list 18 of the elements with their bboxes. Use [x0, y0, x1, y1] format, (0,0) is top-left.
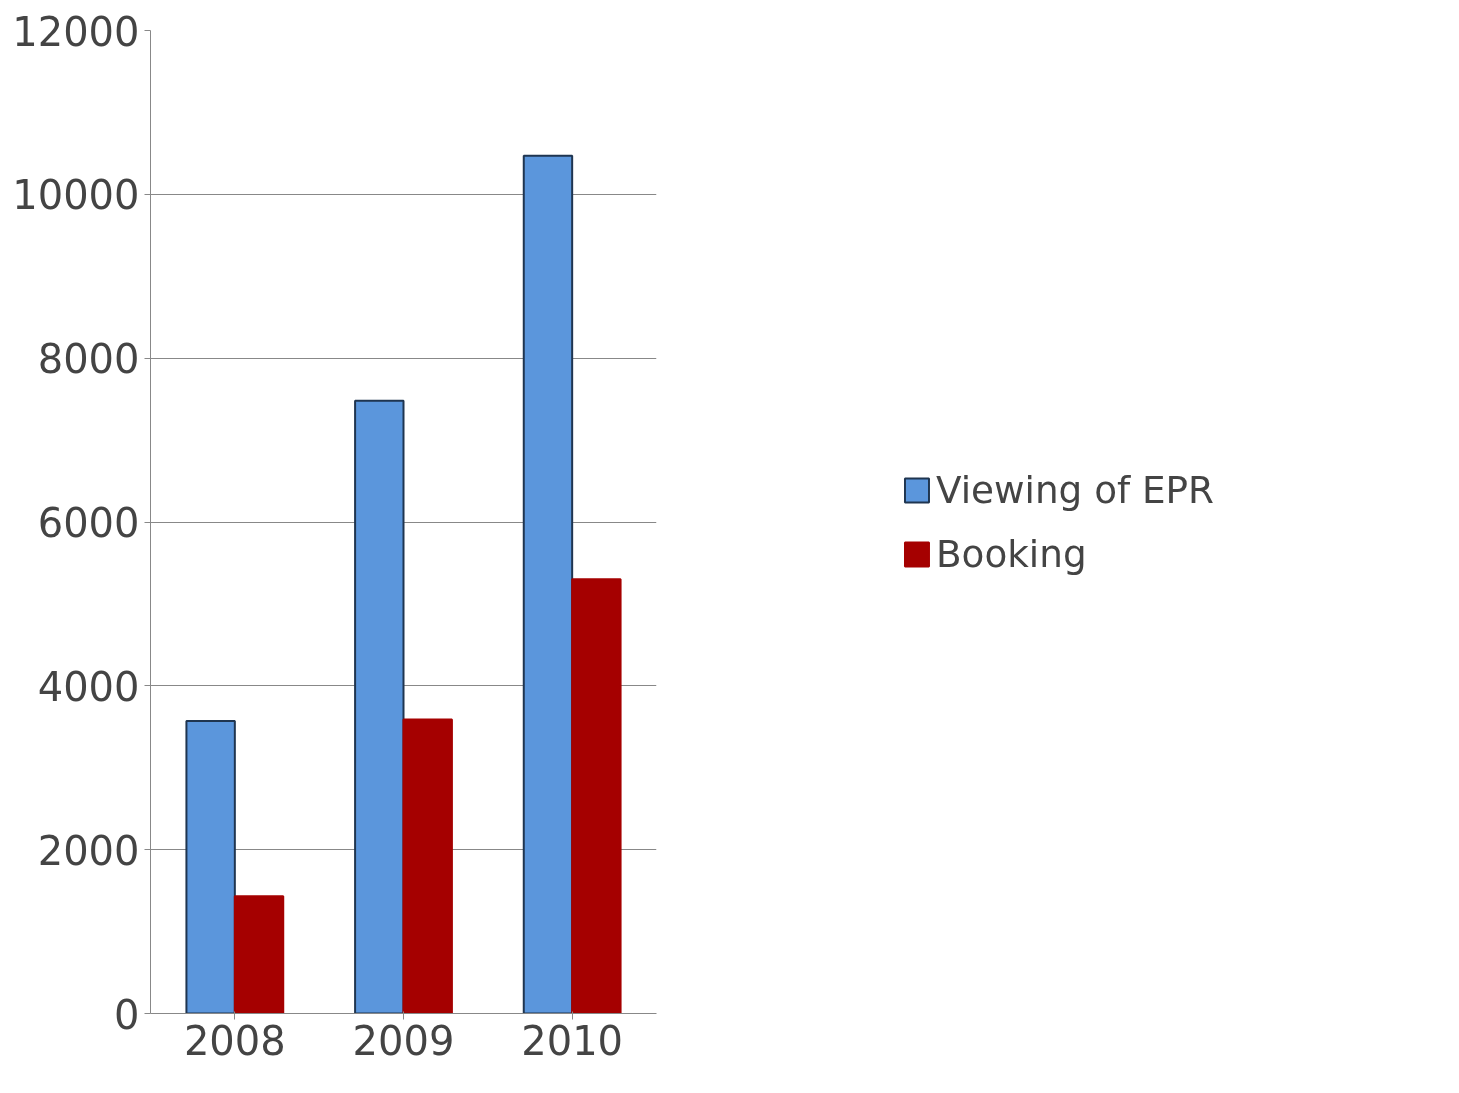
bar: [522, 154, 574, 1014]
y-tick-label: 10000: [12, 172, 140, 219]
bar: [402, 718, 453, 1014]
y-tick-label: 4000: [37, 663, 140, 710]
y-tick-label: 0: [114, 991, 140, 1038]
x-tick-label: 2009: [352, 1017, 455, 1064]
y-tick-label: 12000: [12, 8, 140, 55]
y-tick-label: 6000: [37, 500, 140, 546]
bar: [233, 895, 285, 1014]
legend-label: Booking: [935, 531, 1087, 576]
x-tick-label: 2008: [183, 1017, 286, 1064]
bar: [354, 399, 405, 1014]
x-tick-label: 2010: [521, 1017, 624, 1064]
y-tick-label: 8000: [37, 336, 140, 383]
y-tick-label: 2000: [37, 827, 140, 874]
legend-label: Viewing of EPR: [935, 467, 1215, 512]
bar: [185, 720, 236, 1014]
bar: [571, 578, 622, 1014]
